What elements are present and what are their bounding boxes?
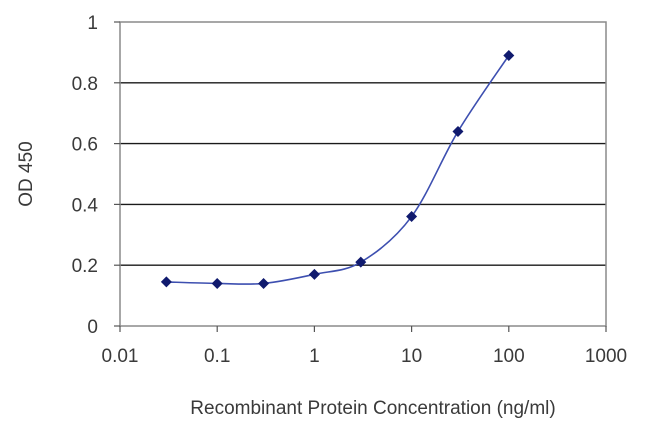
fitted-curve: [166, 54, 510, 285]
data-point: [211, 277, 223, 289]
data-point: [258, 277, 270, 289]
data-point: [406, 211, 418, 223]
y-tick-label: 0: [87, 317, 98, 338]
gridlines: [120, 82, 606, 266]
axis-ticks: 0 0.2 0.4 0.6 0.8 1 0.01 0.1 1 10 100 1000: [72, 13, 628, 367]
data-points: [160, 49, 515, 289]
data-point: [160, 276, 172, 288]
y-tick-label: 1: [87, 13, 98, 34]
data-point: [452, 125, 464, 137]
x-tick-label: 1: [309, 346, 320, 367]
x-tick-label: 0.01: [102, 346, 139, 367]
x-tick-label: 100: [493, 346, 525, 367]
y-tick-label: 0.8: [72, 74, 98, 95]
y-axis-title: OD 450: [16, 141, 37, 206]
y-tick-label: 0.2: [72, 256, 98, 277]
x-tick-label: 0.1: [204, 346, 230, 367]
plot-area: [119, 21, 607, 327]
data-point: [503, 49, 515, 61]
x-axis-title: Recombinant Protein Concentration (ng/ml…: [190, 398, 555, 419]
data-point: [308, 268, 320, 280]
y-tick-label: 0.6: [72, 135, 98, 156]
x-tick-label: 10: [401, 346, 422, 367]
x-tick-label: 1000: [585, 346, 627, 367]
y-tick-label: 0.4: [72, 195, 99, 216]
data-point: [355, 256, 367, 268]
